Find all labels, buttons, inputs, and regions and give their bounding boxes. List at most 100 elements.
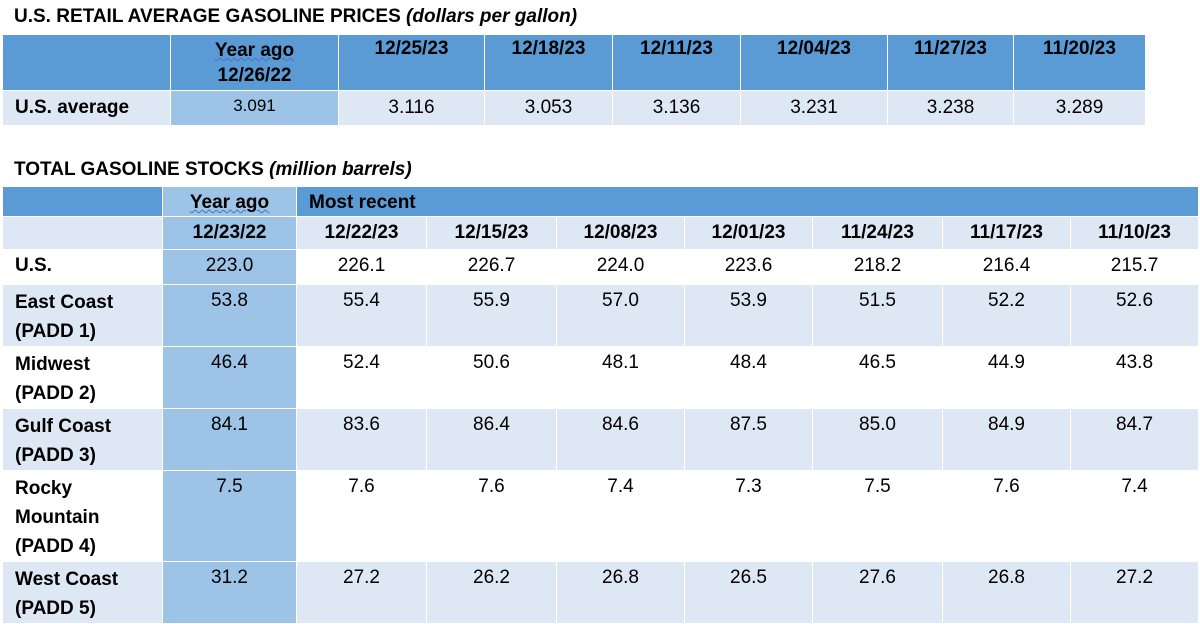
stocks-year-ago-value: 53.8 [162, 284, 297, 347]
stocks-header-date: 12/15/23 [426, 216, 557, 250]
stocks-value: 216.4 [942, 249, 1071, 285]
stocks-header-year-ago: Year ago [162, 186, 297, 217]
stocks-value: 27.6 [812, 561, 943, 624]
prices-header-date: 11/27/23 [887, 34, 1014, 91]
prices-value: 3.289 [1013, 90, 1146, 126]
stocks-value: 50.6 [426, 346, 557, 409]
stocks-row-label: U.S. [2, 249, 163, 285]
stocks-value: 44.9 [942, 346, 1071, 409]
stocks-row-label-line: West Coast [15, 569, 119, 590]
stocks-value: 84.7 [1069, 408, 1200, 471]
stocks-value: 26.2 [426, 561, 557, 624]
stocks-row-label: East Coast (PADD 1) [2, 284, 163, 347]
stocks-value: 7.6 [426, 470, 557, 562]
stocks-row-label-line: Mountain [15, 507, 100, 528]
stocks-row-label: Gulf Coast (PADD 3) [2, 408, 163, 471]
stocks-value: 223.6 [684, 249, 813, 285]
stocks-value: 7.6 [942, 470, 1071, 562]
stocks-row-us: U.S. 223.0 226.1 226.7 224.0 223.6 218.2… [2, 249, 1200, 285]
prices-header-date: 12/25/23 [338, 34, 485, 91]
stocks-row-label-line: (PADD 1) [15, 321, 96, 342]
prices-unit: (dollars per gallon) [406, 6, 578, 27]
stocks-value: 43.8 [1069, 346, 1200, 409]
stocks-year-ago-value: 84.1 [162, 408, 297, 471]
stocks-value: 84.6 [556, 408, 685, 471]
prices-value: 3.136 [612, 90, 741, 126]
prices-year-ago-label: Year ago [214, 40, 295, 61]
stocks-header-date: 11/24/23 [812, 216, 943, 250]
stocks-value: 85.0 [812, 408, 943, 471]
stocks-value: 226.1 [296, 249, 427, 285]
stocks-year-ago-date: 12/23/22 [162, 216, 297, 250]
stocks-row-label: Rocky Mountain (PADD 4) [2, 470, 163, 562]
stocks-value: 26.8 [942, 561, 1071, 624]
stocks-row-label-line: (PADD 5) [15, 598, 96, 619]
stocks-row-east-coast: East Coast (PADD 1) 53.8 55.4 55.9 57.0 … [2, 284, 1200, 347]
stocks-title: TOTAL GASOLINE STOCKS (million barrels) [14, 159, 412, 181]
stocks-row-label-line: Gulf Coast [15, 416, 112, 437]
stocks-value: 7.5 [812, 470, 943, 562]
stocks-header-date: 12/22/23 [296, 216, 427, 250]
stocks-value: 53.9 [684, 284, 813, 347]
stocks-year-ago-label: Year ago [189, 192, 270, 213]
stocks-row-label-line: (PADD 3) [15, 445, 96, 466]
prices-value: 3.231 [740, 90, 888, 126]
stocks-header-row-1: Year ago Most recent [2, 186, 1200, 217]
prices-header-date: 12/04/23 [740, 34, 888, 91]
stocks-value: 27.2 [296, 561, 427, 624]
stocks-row-label-line: Midwest [15, 354, 90, 375]
stocks-header-date: 11/10/23 [1069, 216, 1200, 250]
stocks-row-label-line: Rocky [15, 478, 73, 499]
stocks-value: 52.2 [942, 284, 1071, 347]
stocks-header-date: 11/17/23 [942, 216, 1071, 250]
stocks-header-row-2: 12/23/22 12/22/23 12/15/23 12/08/23 12/0… [2, 216, 1200, 250]
stocks-row-label: Midwest (PADD 2) [2, 346, 163, 409]
stocks-value: 46.5 [812, 346, 943, 409]
stocks-value: 87.5 [684, 408, 813, 471]
stocks-value: 52.4 [296, 346, 427, 409]
prices-title-text: U.S. RETAIL AVERAGE GASOLINE PRICES [14, 6, 401, 27]
stocks-row-gulf-coast: Gulf Coast (PADD 3) 84.1 83.6 86.4 84.6 … [2, 408, 1200, 471]
stocks-row-west-coast: West Coast (PADD 5) 31.2 27.2 26.2 26.8 … [2, 561, 1200, 624]
stocks-value: 48.1 [556, 346, 685, 409]
stocks-value: 226.7 [426, 249, 557, 285]
prices-header-row: Year ago 12/26/22 12/25/23 12/18/23 12/1… [2, 34, 1146, 91]
prices-header-date: 12/18/23 [484, 34, 613, 91]
stocks-table: Year ago Most recent 12/23/22 12/22/23 1… [2, 186, 1200, 624]
stocks-value: 52.6 [1069, 284, 1200, 347]
prices-value: 3.116 [338, 90, 485, 126]
stocks-value: 215.7 [1069, 249, 1200, 285]
stocks-header-most-recent: Most recent [295, 186, 1200, 217]
stocks-title-text: TOTAL GASOLINE STOCKS [14, 159, 264, 180]
stocks-header-date: 12/01/23 [684, 216, 813, 250]
stocks-header-blank [2, 186, 163, 217]
stocks-value: 7.4 [1069, 470, 1200, 562]
prices-year-ago-value: 3.091 [170, 90, 339, 126]
stocks-row-rocky-mountain: Rocky Mountain (PADD 4) 7.5 7.6 7.6 7.4 … [2, 470, 1200, 562]
stocks-row-label-line: (PADD 2) [15, 383, 96, 404]
prices-value: 3.238 [887, 90, 1014, 126]
stocks-unit: (million barrels) [269, 159, 412, 180]
stocks-header-blank-2 [2, 216, 163, 250]
stocks-row-label: West Coast (PADD 5) [2, 561, 163, 624]
prices-header-year-ago: Year ago 12/26/22 [170, 34, 339, 91]
stocks-year-ago-value: 31.2 [162, 561, 297, 624]
stocks-value: 83.6 [296, 408, 427, 471]
prices-value: 3.053 [484, 90, 613, 126]
stocks-value: 55.4 [296, 284, 427, 347]
prices-us-average-row: U.S. average 3.091 3.116 3.053 3.136 3.2… [2, 90, 1146, 126]
stocks-value: 84.9 [942, 408, 1071, 471]
stocks-value: 86.4 [426, 408, 557, 471]
stocks-year-ago-value: 46.4 [162, 346, 297, 409]
prices-table: Year ago 12/26/22 12/25/23 12/18/23 12/1… [2, 34, 1146, 126]
prices-row-label: U.S. average [2, 90, 171, 126]
stocks-header-date: 12/08/23 [556, 216, 685, 250]
stocks-value: 48.4 [684, 346, 813, 409]
prices-header-date: 12/11/23 [612, 34, 741, 91]
stocks-year-ago-value: 223.0 [162, 249, 297, 285]
stocks-value: 55.9 [426, 284, 557, 347]
stocks-row-midwest: Midwest (PADD 2) 46.4 52.4 50.6 48.1 48.… [2, 346, 1200, 409]
stocks-row-label-line: (PADD 4) [15, 536, 96, 557]
stocks-value: 26.8 [556, 561, 685, 624]
stocks-value: 51.5 [812, 284, 943, 347]
